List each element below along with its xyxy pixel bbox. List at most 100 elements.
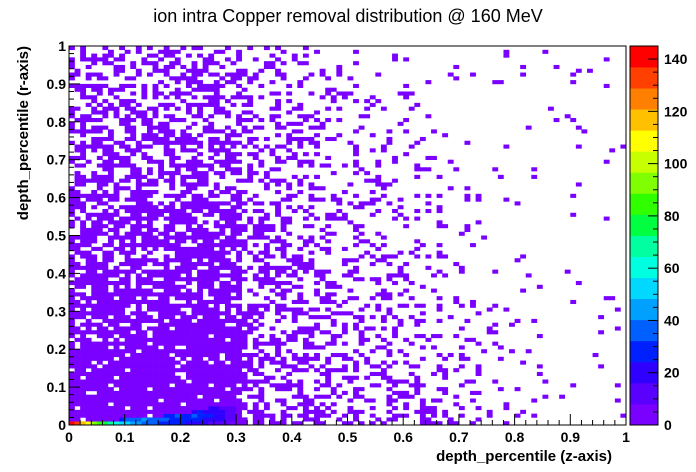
heatmap-cell	[397, 390, 404, 395]
heatmap-cell	[275, 421, 281, 426]
heatmap-cell	[80, 182, 87, 187]
heatmap-cell	[230, 296, 237, 301]
heatmap-cell	[124, 387, 131, 392]
heatmap-cell	[353, 163, 359, 168]
heatmap-cell	[141, 417, 148, 422]
heatmap-cell	[158, 341, 164, 346]
heatmap-cell	[185, 303, 192, 308]
heatmap-cell	[236, 409, 242, 414]
heatmap-cell	[325, 383, 332, 388]
heatmap-cell	[74, 356, 81, 361]
heatmap-cell	[124, 417, 131, 422]
heatmap-cell	[80, 205, 87, 210]
heatmap-cell	[559, 394, 566, 399]
heatmap-cell	[185, 220, 192, 225]
heatmap-cell	[69, 110, 75, 115]
heatmap-cell	[135, 421, 142, 426]
heatmap-cell	[380, 368, 387, 373]
heatmap-cell	[275, 208, 281, 214]
heatmap-cell	[174, 197, 181, 202]
heatmap-cell	[219, 64, 226, 70]
heatmap-cell	[130, 292, 137, 297]
heatmap-cell	[353, 171, 359, 176]
heatmap-cell	[152, 269, 159, 274]
heatmap-cell	[341, 352, 348, 358]
heatmap-cell	[119, 315, 125, 320]
heatmap-cell	[102, 273, 109, 278]
heatmap-cell	[85, 178, 92, 183]
heatmap-cell	[141, 292, 148, 297]
heatmap-cell	[113, 284, 120, 289]
heatmap-cell	[113, 68, 120, 73]
heatmap-cell	[158, 387, 164, 392]
heatmap-cell	[185, 201, 192, 206]
heatmap-cell	[107, 322, 114, 327]
heatmap-cell	[91, 83, 98, 88]
heatmap-cell	[509, 322, 515, 327]
heatmap-cell	[191, 87, 198, 92]
heatmap-cell	[74, 394, 81, 399]
heatmap-cell	[414, 174, 421, 179]
heatmap-cell	[102, 280, 109, 286]
heatmap-cell	[319, 330, 326, 335]
heatmap-cell	[119, 375, 125, 380]
heatmap-cell	[280, 307, 287, 312]
heatmap-cell	[341, 212, 348, 217]
heatmap-cell	[152, 284, 159, 289]
heatmap-cell	[96, 280, 103, 286]
heatmap-cell	[230, 413, 237, 418]
heatmap-cell	[419, 311, 426, 316]
heatmap-cell	[302, 417, 309, 422]
heatmap-cell	[286, 413, 293, 418]
heatmap-cell	[185, 254, 192, 259]
heatmap-cell	[119, 57, 125, 62]
heatmap-cell	[197, 292, 203, 297]
heatmap-cell	[297, 360, 304, 365]
heatmap-cell	[102, 201, 109, 206]
heatmap-cell	[91, 387, 98, 392]
heatmap-cell	[107, 91, 114, 96]
heatmap-cell	[69, 406, 75, 411]
heatmap-cell	[336, 68, 343, 73]
heatmap-cell	[152, 356, 159, 361]
heatmap-cell	[130, 216, 137, 221]
color-scale-frame	[629, 45, 659, 426]
heatmap-cell	[180, 330, 187, 335]
heatmap-cell	[347, 76, 354, 81]
heatmap-cell	[392, 383, 398, 388]
heatmap-cell	[470, 72, 476, 77]
heatmap-cell	[169, 379, 176, 384]
heatmap-cell	[397, 265, 404, 270]
heatmap-cell	[258, 265, 265, 270]
heatmap-cell	[69, 83, 75, 88]
heatmap-cell	[202, 413, 209, 418]
heatmap-cell	[236, 193, 242, 198]
heatmap-cell	[85, 114, 92, 119]
heatmap-cell	[146, 371, 153, 377]
heatmap-cell	[247, 197, 254, 202]
color-scale-step	[630, 256, 658, 279]
heatmap-cell	[224, 216, 231, 221]
heatmap-cell	[252, 208, 259, 214]
heatmap-cell	[124, 334, 131, 339]
heatmap-cell	[531, 167, 538, 172]
heatmap-cell	[258, 364, 265, 369]
heatmap-cell	[236, 250, 242, 255]
heatmap-cell	[308, 330, 315, 335]
heatmap-cell	[158, 315, 164, 320]
heatmap-cell	[202, 387, 209, 392]
heatmap-cell	[85, 413, 92, 418]
heatmap-cell	[330, 352, 337, 358]
heatmap-cell	[269, 114, 276, 119]
heatmap-cell	[197, 398, 203, 403]
heatmap-cell	[386, 352, 393, 358]
heatmap-cell	[102, 212, 109, 217]
heatmap-cell	[258, 269, 265, 274]
heatmap-cell	[152, 303, 159, 308]
heatmap-cell	[269, 341, 276, 346]
heatmap-cell	[135, 371, 142, 377]
heatmap-cell	[119, 118, 125, 123]
heatmap-cell	[163, 254, 170, 259]
heatmap-cell	[152, 292, 159, 297]
heatmap-cell	[291, 152, 298, 157]
